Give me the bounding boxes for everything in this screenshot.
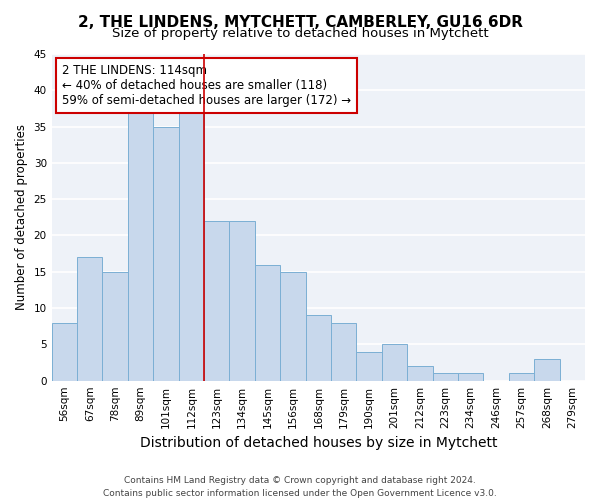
Text: Contains HM Land Registry data © Crown copyright and database right 2024.
Contai: Contains HM Land Registry data © Crown c… xyxy=(103,476,497,498)
X-axis label: Distribution of detached houses by size in Mytchett: Distribution of detached houses by size … xyxy=(140,436,497,450)
Bar xyxy=(305,316,331,380)
Text: 2 THE LINDENS: 114sqm
← 40% of detached houses are smaller (118)
59% of semi-det: 2 THE LINDENS: 114sqm ← 40% of detached … xyxy=(62,64,352,107)
Bar xyxy=(433,374,458,380)
Text: 2, THE LINDENS, MYTCHETT, CAMBERLEY, GU16 6DR: 2, THE LINDENS, MYTCHETT, CAMBERLEY, GU1… xyxy=(77,15,523,30)
Bar xyxy=(382,344,407,380)
Text: Size of property relative to detached houses in Mytchett: Size of property relative to detached ho… xyxy=(112,28,488,40)
Bar xyxy=(331,322,356,380)
Bar xyxy=(77,258,103,380)
Bar xyxy=(52,322,77,380)
Y-axis label: Number of detached properties: Number of detached properties xyxy=(15,124,28,310)
Bar xyxy=(356,352,382,380)
Bar xyxy=(280,272,305,380)
Bar xyxy=(255,264,280,380)
Bar xyxy=(128,112,153,380)
Bar xyxy=(153,126,179,380)
Bar xyxy=(458,374,484,380)
Bar xyxy=(407,366,433,380)
Title: 2, THE LINDENS, MYTCHETT, CAMBERLEY, GU16 6DR
Size of property relative to detac: 2, THE LINDENS, MYTCHETT, CAMBERLEY, GU1… xyxy=(0,499,1,500)
Bar xyxy=(534,359,560,380)
Bar xyxy=(229,221,255,380)
Bar xyxy=(103,272,128,380)
Bar xyxy=(179,112,204,380)
Bar xyxy=(204,221,229,380)
Bar xyxy=(509,374,534,380)
